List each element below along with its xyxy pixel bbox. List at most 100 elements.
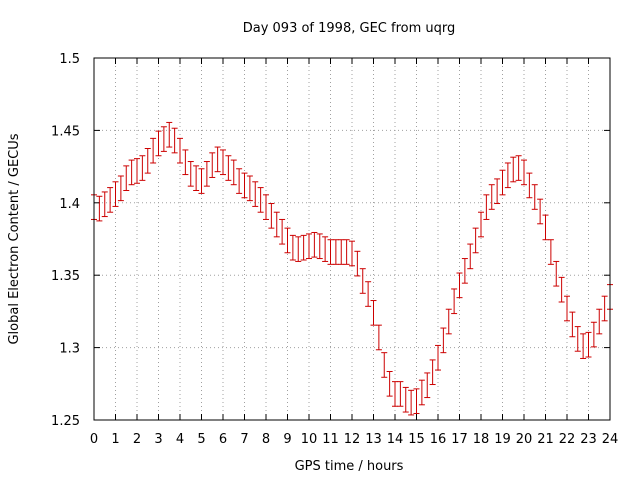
x-tick-label: 4 (176, 432, 184, 447)
data-point (306, 233, 312, 260)
data-point (580, 333, 587, 359)
data-point (461, 258, 468, 284)
data-point (160, 126, 167, 152)
y-tick-label: 1.4 (59, 197, 80, 212)
x-tick-label: 22 (559, 432, 576, 447)
data-point (289, 234, 296, 261)
data-point (472, 227, 479, 254)
x-tick-label: 7 (240, 432, 248, 447)
data-point (349, 240, 355, 267)
data-point (478, 211, 484, 238)
data-point (327, 239, 334, 265)
data-point (263, 194, 269, 220)
data-point (456, 272, 463, 299)
data-point (128, 159, 135, 186)
data-point (547, 239, 554, 265)
data-point (166, 121, 173, 148)
data-point (537, 198, 544, 225)
data-point (564, 295, 570, 322)
x-tick-label: 12 (344, 432, 361, 447)
x-tick-label: 11 (322, 432, 339, 447)
data-point (574, 326, 581, 352)
x-tick-label: 10 (301, 432, 318, 447)
data-point (445, 308, 452, 335)
x-tick-label: 9 (283, 432, 291, 447)
x-tick-label: 3 (154, 432, 162, 447)
data-point (418, 379, 425, 406)
data-point (187, 161, 194, 187)
x-tick-label: 24 (602, 432, 619, 447)
data-point (365, 281, 372, 307)
x-tick-label: 8 (262, 432, 270, 447)
data-point (515, 155, 522, 181)
data-point (435, 344, 441, 371)
x-tick-label: 17 (451, 432, 468, 447)
y-axis-label: Global Electron Content / GECUs (7, 133, 22, 344)
data-point (107, 187, 114, 213)
x-tick-label: 15 (408, 432, 425, 447)
error-bars (91, 121, 613, 416)
y-tick-label: 1.45 (51, 124, 80, 139)
data-point (585, 331, 592, 358)
data-point (531, 184, 538, 210)
data-point (182, 149, 189, 176)
data-point (569, 311, 576, 338)
data-point (370, 300, 377, 326)
data-point (590, 321, 597, 348)
x-tick-label: 1 (111, 432, 119, 447)
data-point (257, 187, 264, 213)
data-point (311, 231, 318, 258)
data-point (332, 239, 339, 265)
x-tick-label: 0 (90, 432, 98, 447)
data-point (408, 389, 415, 416)
data-point (295, 236, 302, 262)
x-tick-label: 19 (494, 432, 511, 447)
data-point (246, 175, 253, 202)
data-point (316, 233, 323, 260)
data-point (553, 260, 560, 287)
y-tick-label: 1.35 (51, 269, 80, 284)
data-point (467, 243, 474, 270)
x-axis-label: GPS time / hours (295, 459, 404, 474)
data-point (279, 218, 286, 245)
data-point (177, 137, 183, 164)
data-point (440, 327, 447, 354)
data-point (424, 372, 431, 399)
data-point (209, 152, 216, 178)
data-point (488, 184, 495, 210)
data-point (150, 137, 157, 164)
x-tick-label: 6 (219, 432, 227, 447)
y-tick-label: 1.5 (59, 52, 80, 67)
data-point (504, 162, 511, 189)
data-point (268, 203, 275, 229)
data-point (300, 234, 307, 261)
data-point (117, 175, 124, 202)
data-point (558, 276, 565, 303)
data-point (198, 168, 205, 194)
x-tick-label: 23 (580, 432, 597, 447)
data-point (494, 178, 501, 205)
y-tick-label: 1.3 (59, 342, 80, 357)
x-tick-label: 20 (516, 432, 533, 447)
x-axis: 0 1 2 3 4 5 6 7 8 9 10 11 12 13 14 15 16 17 18 19 20 21 22 23 24 (90, 58, 618, 447)
x-tick-label: 18 (473, 432, 490, 447)
data-point (155, 130, 162, 157)
data-point (413, 388, 420, 414)
x-tick-label: 2 (133, 432, 141, 447)
data-point (521, 159, 527, 186)
data-point (123, 165, 130, 191)
data-point (203, 161, 210, 187)
data-point (402, 386, 409, 413)
data-point (112, 181, 119, 207)
data-point (392, 381, 398, 407)
data-point (596, 308, 603, 335)
x-tick-label: 5 (197, 432, 205, 447)
data-point (96, 195, 103, 222)
data-point (451, 288, 458, 315)
data-point (230, 159, 237, 186)
x-tick-label: 13 (365, 432, 382, 447)
data-point (429, 359, 436, 386)
data-point (397, 381, 404, 407)
y-tick-label: 1.25 (51, 414, 80, 429)
